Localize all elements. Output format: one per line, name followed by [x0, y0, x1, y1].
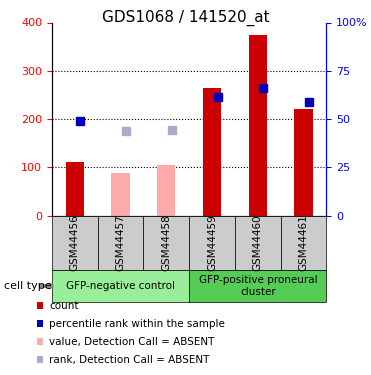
Text: count: count — [49, 301, 79, 310]
Text: GSM44456: GSM44456 — [70, 214, 80, 271]
Text: GSM44461: GSM44461 — [299, 214, 309, 271]
Text: GFP-positive proneural
cluster: GFP-positive proneural cluster — [198, 275, 317, 297]
Text: GSM44460: GSM44460 — [253, 214, 263, 271]
Bar — [295, 110, 313, 216]
Bar — [203, 88, 221, 216]
Text: GSM44458: GSM44458 — [161, 214, 171, 271]
Text: cell type: cell type — [4, 281, 51, 291]
Text: percentile rank within the sample: percentile rank within the sample — [49, 319, 225, 328]
Text: GDS1068 / 141520_at: GDS1068 / 141520_at — [102, 9, 269, 26]
Text: GSM44457: GSM44457 — [116, 214, 125, 271]
Bar — [249, 34, 267, 216]
Text: GSM44459: GSM44459 — [207, 214, 217, 271]
Text: rank, Detection Call = ABSENT: rank, Detection Call = ABSENT — [49, 355, 209, 364]
Bar — [66, 162, 84, 216]
Text: value, Detection Call = ABSENT: value, Detection Call = ABSENT — [49, 337, 214, 346]
Bar — [157, 165, 175, 216]
Bar — [111, 173, 130, 216]
Text: GFP-negative control: GFP-negative control — [66, 281, 175, 291]
